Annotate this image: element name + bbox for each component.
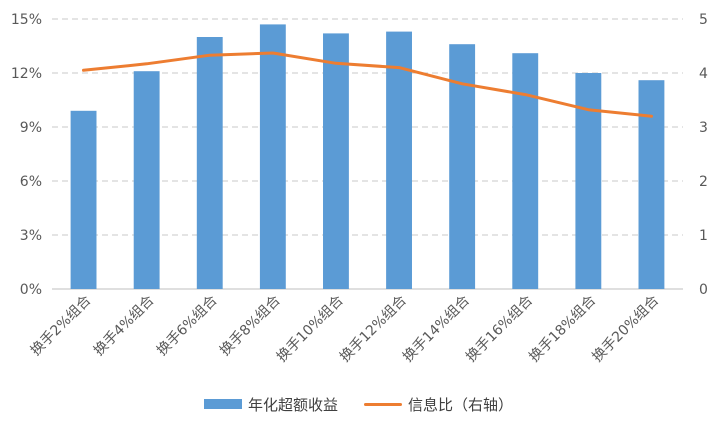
x-tick-label: 换手14%组合 [399,292,473,366]
y-right-tick-label: 1 [699,228,708,244]
bar [196,37,223,289]
legend-item-bar: 年化超额收益 [203,394,338,415]
y-right-tick-label: 4 [699,66,708,82]
bar [70,110,97,289]
x-tick-label: 换手6%组合 [153,292,220,359]
x-tick-label: 换手10%组合 [273,292,347,366]
bar [133,71,160,289]
bar [323,33,349,290]
legend-item-line: 信息比（右轴） [364,394,513,415]
x-tick-label: 换手20%组合 [589,292,663,366]
y-left-tick-label: 12% [11,66,42,82]
bar [575,73,602,289]
y-right-tick-label: 0 [699,282,708,298]
bar [512,53,539,290]
legend: 年化超额收益 信息比（右轴） [0,393,717,415]
y-right-tick-label: 5 [699,12,708,28]
x-tick-label: 换手12%组合 [336,292,410,366]
bar [259,24,286,290]
bar [638,80,665,289]
legend-label-bar: 年化超额收益 [247,395,338,414]
y-right-tick-label: 3 [699,120,708,136]
y-left-tick-label: 15% [11,12,42,28]
x-tick-label: 换手8%组合 [216,292,283,359]
legend-label-line: 信息比（右轴） [408,395,514,414]
legend-swatch-line [364,402,402,406]
y-left-tick-label: 3% [20,228,42,244]
y-left-tick-label: 6% [20,174,42,190]
x-tick-label: 换手2%组合 [27,292,94,359]
info-ratio-line [82,51,653,118]
x-tick-label: 换手16%组合 [462,292,536,366]
y-right-tick-label: 2 [699,174,708,190]
bar [386,31,412,289]
y-left-tick-label: 0% [20,282,42,298]
y-left-tick-label: 9% [20,120,42,136]
legend-swatch-bar [203,399,242,409]
x-tick-label: 换手4%组合 [90,292,157,359]
x-tick-label: 换手18%组合 [526,292,600,366]
